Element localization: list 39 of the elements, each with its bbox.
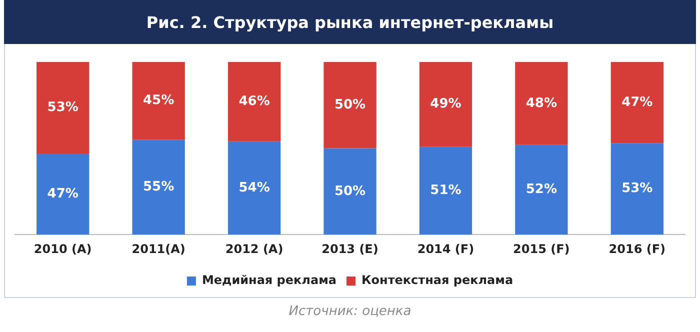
data-label: 52% <box>526 182 557 198</box>
x-tick-label: 2012 (A) <box>225 242 284 256</box>
x-tick-label: 2016 (F) <box>608 242 666 256</box>
data-label: 47% <box>622 94 653 110</box>
bar <box>515 62 568 145</box>
data-label: 53% <box>47 100 78 116</box>
bar <box>132 62 185 140</box>
data-label: 50% <box>334 98 366 113</box>
data-label: 51% <box>430 182 462 198</box>
bar <box>36 62 90 154</box>
bar <box>36 153 90 235</box>
text: Источник: оценка <box>288 304 412 319</box>
chart-title: Рис. 2. Структура рынка интернет-рекламы <box>4 0 696 44</box>
bar <box>228 141 281 235</box>
data-label: 46% <box>238 94 270 110</box>
x-tick-label: 2013 (E) <box>322 242 378 256</box>
x-tick-label: 2014 (F) <box>417 242 474 256</box>
data-label: 45% <box>143 93 174 108</box>
data-label: 48% <box>526 96 557 111</box>
bar <box>610 143 664 235</box>
data-label: 54% <box>238 180 270 196</box>
bar <box>324 62 376 148</box>
bar <box>132 140 185 235</box>
x-tick-label: 2015 (F) <box>513 242 570 256</box>
bar <box>419 62 472 147</box>
legend-label: Медийная реклама <box>202 273 336 288</box>
data-label: 49% <box>430 96 462 112</box>
x-tick-label: 2011(A) <box>132 242 186 256</box>
data-label: 47% <box>47 186 78 202</box>
data-label: 50% <box>334 184 366 199</box>
bar <box>324 148 376 235</box>
data-label: 55% <box>143 180 174 195</box>
legend-label: Контекстная реклама <box>361 273 514 288</box>
x-tick-label: 2010 (A) <box>34 242 92 256</box>
bar <box>610 62 664 144</box>
bar <box>228 62 281 142</box>
bar <box>419 146 472 235</box>
data-label: 53% <box>622 181 653 196</box>
bar <box>515 144 568 235</box>
